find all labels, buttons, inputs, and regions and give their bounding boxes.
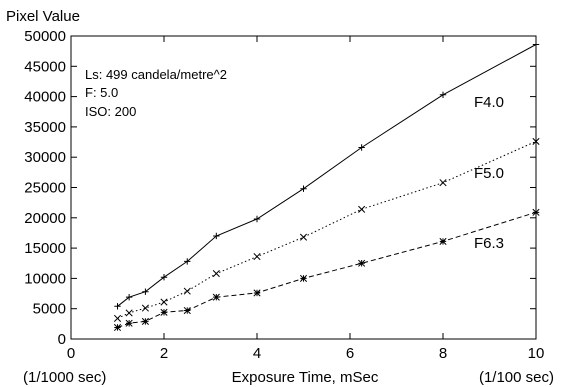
x-tick-label: 8 (439, 345, 447, 362)
data-point-marker (439, 237, 447, 245)
y-tick-label: 20000 (24, 210, 66, 227)
series-f40 (114, 41, 540, 310)
y-tick-label: 40000 (24, 89, 66, 106)
annotation-luminance: Ls: 499 candela/metre^2 (85, 67, 227, 82)
data-point-marker (439, 91, 447, 98)
annotation-iso: ISO: 200 (85, 104, 136, 119)
data-point-marker (113, 314, 122, 322)
x-axis-note-left: (1/1000 sec) (23, 369, 106, 386)
x-tick-label: 10 (528, 345, 545, 362)
data-point-marker (212, 269, 220, 278)
data-point-marker (183, 287, 191, 295)
data-point-marker (142, 288, 149, 295)
series-layer (113, 41, 540, 332)
data-point-marker (532, 137, 540, 145)
y-tick-label: 15000 (24, 240, 66, 257)
y-tick-label: 45000 (24, 58, 66, 75)
data-point-marker (114, 303, 121, 310)
series-label-f40: F4.0 (474, 94, 504, 111)
data-point-marker (141, 317, 149, 325)
y-tick-label: 50000 (24, 28, 66, 45)
data-point-marker (125, 293, 133, 301)
data-point-marker (300, 185, 307, 192)
data-point-marker (160, 308, 168, 316)
data-point-marker (253, 215, 261, 223)
series-f63 (113, 208, 540, 332)
x-axis-title: Exposure Time, mSec (232, 369, 379, 386)
y-tick-label: 30000 (24, 149, 66, 166)
data-point-marker (184, 258, 191, 265)
x-axis-note-right: (1/100 sec) (479, 369, 554, 386)
data-point-marker (358, 259, 366, 267)
series-f50 (113, 137, 540, 322)
data-point-marker (141, 304, 149, 312)
data-point-marker (358, 205, 366, 213)
y-tick-label: 5000 (33, 301, 66, 318)
data-point-marker (160, 298, 168, 306)
data-point-marker (183, 306, 191, 315)
y-axis-title: Pixel Value (6, 8, 80, 25)
series-line (117, 211, 537, 328)
annotation-block: Ls: 499 candela/metre^2 F: 5.0 ISO: 200 (85, 67, 227, 119)
x-tick-label: 0 (67, 345, 75, 362)
x-tick-label: 6 (346, 345, 354, 362)
y-tick-label: 25000 (24, 180, 66, 197)
data-point-marker (125, 319, 133, 327)
data-point-marker (253, 289, 261, 297)
data-point-marker (212, 293, 220, 301)
data-point-marker (299, 233, 308, 241)
data-point-marker (358, 144, 365, 151)
annotation-aperture: F: 5.0 (85, 85, 118, 100)
data-point-marker (439, 179, 447, 187)
data-point-marker (160, 273, 168, 281)
data-point-marker (532, 208, 540, 216)
axis-ticks: 0 5000 10000 15000 20000 25000 30000 35000 40000… (24, 28, 544, 362)
data-point-marker (299, 274, 308, 282)
y-tick-label: 10000 (24, 270, 66, 287)
x-tick-label: 2 (160, 345, 168, 362)
x-tick-label: 4 (253, 345, 261, 362)
series-label-f63: F6.3 (474, 235, 504, 252)
data-point-marker (113, 323, 122, 332)
y-tick-label: 35000 (24, 119, 66, 136)
data-point-marker (253, 253, 261, 261)
series-label-f50: F5.0 (474, 165, 504, 182)
y-tick-label: 0 (58, 331, 66, 348)
data-point-marker (125, 309, 133, 317)
data-point-marker (532, 41, 540, 48)
data-point-marker (213, 232, 220, 240)
